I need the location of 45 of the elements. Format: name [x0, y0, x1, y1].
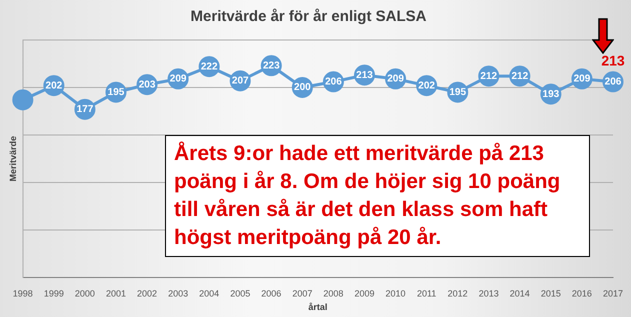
data-label: 209	[387, 74, 404, 85]
data-label: 222	[200, 61, 218, 72]
x-tick-label: 2004	[199, 288, 220, 298]
point	[12, 89, 34, 110]
x-tick-label: 2009	[354, 288, 375, 298]
x-tick-label: 2007	[292, 288, 312, 298]
x-tick-label: 1999	[44, 288, 64, 298]
x-tick-label: 2000	[74, 288, 95, 298]
x-axis-title: årtal	[308, 302, 328, 312]
chart-title: Meritvärde år för år enligt SALSA	[190, 8, 427, 26]
x-tick-label: 2015	[540, 288, 561, 298]
x-tick-label: 2002	[137, 288, 158, 298]
data-label: 206	[604, 76, 622, 88]
x-tick-label: 2011	[416, 288, 436, 298]
x-tick-label: 2017	[602, 288, 624, 298]
data-label: 213	[356, 70, 374, 81]
data-label: 202	[418, 80, 436, 92]
data-label: 209	[574, 74, 591, 85]
x-tick-label: 2003	[168, 288, 188, 298]
x-tick-label: 2012	[448, 288, 468, 298]
data-label: 195	[108, 86, 125, 98]
x-tick-label: 2005	[230, 288, 250, 298]
x-tick-label: 2006	[261, 288, 282, 298]
x-tick-label: 2001	[106, 288, 126, 298]
data-label: 203	[138, 79, 156, 90]
data-label: 212	[511, 70, 529, 82]
data-label: 193	[542, 88, 560, 100]
data-label: 209	[170, 74, 187, 85]
data-label: 207	[232, 76, 250, 87]
data-label: 202	[46, 80, 63, 92]
x-tick-label: 2010	[386, 288, 406, 298]
data-label: 223	[262, 60, 280, 72]
data-label: 195	[449, 86, 466, 98]
x-tick-label: 2014	[510, 288, 530, 298]
data-label: 200	[294, 82, 312, 94]
data-label: 206	[325, 76, 342, 88]
x-tick-label: 1998	[12, 288, 33, 298]
y-axis-title: Meritvärde	[8, 136, 18, 182]
x-tick-label: 2008	[323, 288, 344, 298]
annotation: Årets 9:or hade ett meritvärde på 213 poäng i år 8. Om de höjer sig 10 poäng till våren så är det den klass som haft högst meritpoäng på 20 år.	[165, 135, 590, 257]
x-tick-label: 2016	[572, 288, 592, 298]
data-label: 212	[480, 70, 498, 82]
x-tick-label: 2013	[478, 288, 499, 298]
annotation: 213	[601, 52, 625, 69]
data-label: 177	[76, 104, 94, 116]
